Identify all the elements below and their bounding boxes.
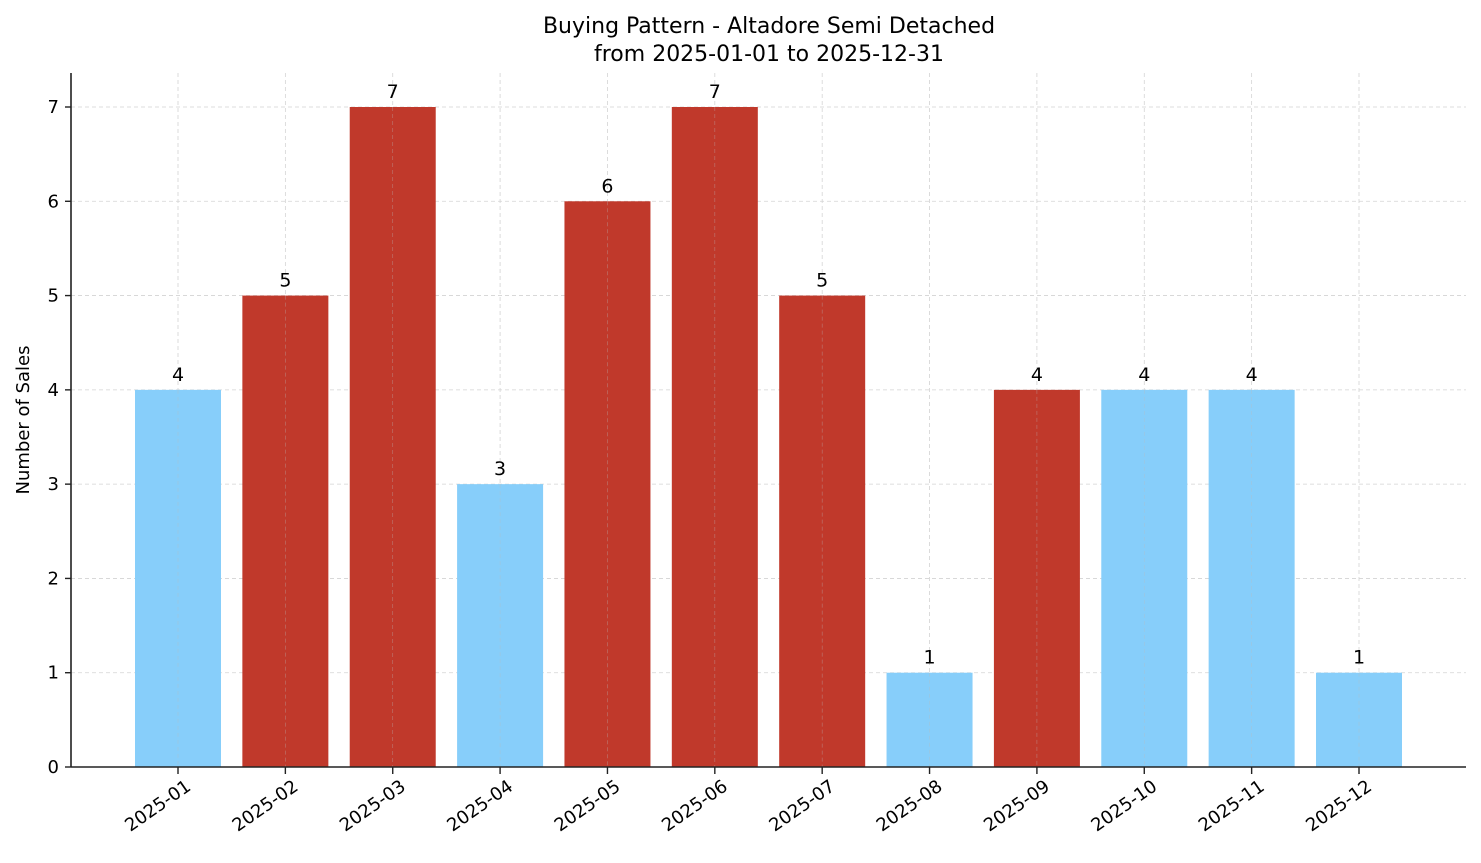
bar-value-label: 4 bbox=[1031, 364, 1043, 386]
bars: 4 5 7 3 6 7 5 1 4 4 4 1 bbox=[135, 81, 1402, 768]
y-tick-label: 2 bbox=[48, 568, 59, 589]
x-tick-label: 2025-07 bbox=[765, 776, 839, 836]
x-tick-label: 2025-06 bbox=[658, 776, 732, 836]
bar-value-label: 6 bbox=[601, 175, 613, 197]
bar-2025-01 bbox=[135, 389, 221, 767]
bar-value-label: 3 bbox=[494, 458, 506, 480]
y-axis-label: Number of Sales bbox=[13, 345, 34, 494]
y-tick-label: 1 bbox=[48, 663, 59, 684]
bar-value-label: 5 bbox=[816, 270, 828, 292]
chart-title: Buying Pattern - Altadore Semi Detached bbox=[543, 14, 995, 39]
chart-subtitle: from 2025-01-01 to 2025-12-31 bbox=[594, 42, 944, 67]
y-tick-label: 4 bbox=[48, 380, 59, 401]
x-tick-label: 2025-12 bbox=[1302, 776, 1376, 836]
x-tick-label: 2025-10 bbox=[1087, 776, 1161, 836]
y-tick-label: 7 bbox=[48, 97, 59, 118]
y-ticks: 0 1 2 3 4 5 6 7 bbox=[48, 97, 71, 778]
y-tick-label: 6 bbox=[48, 191, 59, 212]
bar-2025-10 bbox=[1101, 389, 1188, 767]
x-tick-label: 2025-01 bbox=[121, 776, 195, 836]
bar-value-label: 4 bbox=[172, 364, 184, 386]
x-tick-label: 2025-05 bbox=[551, 776, 625, 836]
bar-value-label: 1 bbox=[1353, 647, 1365, 669]
bar-value-label: 4 bbox=[1138, 364, 1150, 386]
x-tick-label: 2025-02 bbox=[229, 776, 303, 836]
x-ticks: 2025-01 2025-02 2025-03 2025-04 2025-05 2025-… bbox=[121, 767, 1376, 836]
bar-value-label: 7 bbox=[709, 81, 721, 103]
bar-value-label: 4 bbox=[1246, 364, 1258, 386]
bar-value-label: 1 bbox=[923, 647, 935, 669]
bar-2025-09 bbox=[993, 389, 1080, 767]
x-tick-label: 2025-08 bbox=[873, 776, 947, 836]
y-tick-label: 5 bbox=[48, 286, 59, 307]
y-tick-label: 0 bbox=[48, 757, 59, 778]
x-tick-label: 2025-11 bbox=[1195, 776, 1269, 836]
bar-value-label: 5 bbox=[279, 270, 291, 292]
bar-value-label: 7 bbox=[387, 81, 399, 103]
x-tick-label: 2025-03 bbox=[336, 776, 410, 836]
x-tick-label: 2025-09 bbox=[980, 776, 1054, 836]
axes bbox=[70, 73, 1466, 768]
bar-2025-11 bbox=[1208, 389, 1295, 767]
y-tick-label: 3 bbox=[48, 474, 59, 495]
x-tick-label: 2025-04 bbox=[443, 776, 517, 836]
